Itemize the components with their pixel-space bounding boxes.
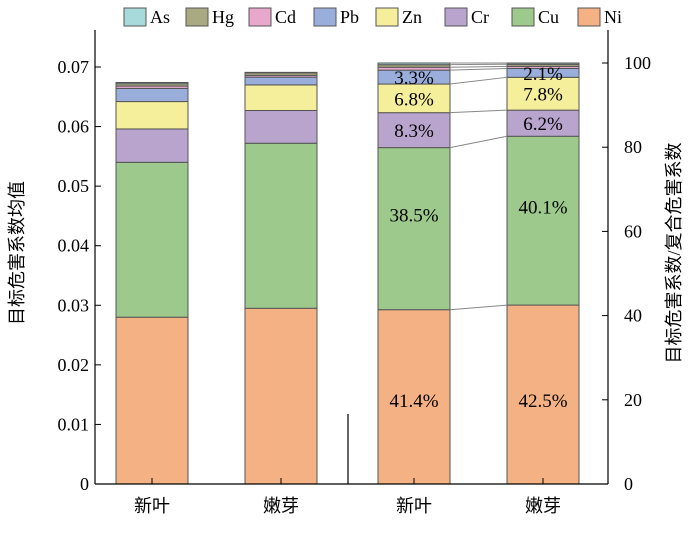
x-tick-label: 嫩芽 [525,496,561,516]
left-axis-label: 目标危害系数均值 [7,181,27,325]
bar-segment-cu [377,147,451,311]
bars-group [115,62,580,485]
percent-label: 38.5% [389,206,438,227]
percent-labels-group: 41.4% 38.5% 8.3% 6.8%3.3% 42.5% 40.1% 6.2% 7.8%… [389,64,567,412]
legend-label: Cu [538,7,559,27]
percent-label: 8.3% [394,121,434,142]
percent-label: 3.3% [394,68,434,89]
x-tick-label: 新叶 [134,496,170,516]
legend-swatch-hg [185,7,209,27]
bar-segment-ni [506,304,580,485]
bar-segment-pb [244,76,318,86]
x-tick-label: 嫩芽 [263,496,299,516]
bar-segment-ni [115,316,189,485]
right-tick-label: 0 [624,474,633,494]
right-tick-label: 20 [624,390,642,410]
connector-line [449,76,508,85]
legend-label: Zn [402,7,422,27]
bar-segment-zn [506,76,580,111]
left-tick-label: 0.07 [58,57,90,77]
connector-line [449,304,508,311]
bar-segment-as [506,62,580,65]
percent-label: 6.2% [523,114,563,135]
x-tick-label: 新叶 [396,496,432,516]
bar-segment-cu [115,161,189,318]
bar-segment-cu [244,142,318,309]
percent-label: 40.1% [518,198,567,219]
bar-segment-as [115,81,189,85]
left-tick-label: 0.01 [58,414,90,434]
bar-segment-cr [115,128,189,163]
left-tick-label: 0.06 [58,117,90,137]
connector-line [449,67,508,71]
connector-line [449,135,508,149]
legend-swatch-cd [248,7,272,27]
legend-label: Pb [340,7,359,27]
bar-segment-zn [377,83,451,114]
percent-label: 2.1% [523,64,563,85]
legend-label: Cd [275,7,296,27]
right-axis-label: 目标危害系数/复合危害系数 [664,143,684,364]
legend: As Hg Cd Pb Zn Cr Cu Ni [123,7,622,27]
right-tick-label: 100 [624,53,651,73]
bar-segment-as [377,62,451,66]
legend-label: Hg [212,7,234,27]
bar-segment-as [244,71,318,74]
left-tick-label: 0.05 [58,176,90,196]
legend-swatch-pb [313,7,337,27]
left-tick-label: 0.03 [58,295,90,315]
bar-segment-cr [244,109,318,144]
bar-segment-pb [115,87,189,103]
legend-swatch-zn [375,7,399,27]
legend-swatch-as [123,7,147,27]
bar-segment-zn [115,101,189,130]
percent-label: 42.5% [518,391,567,412]
left-tick-label: 0 [80,474,89,494]
right-tick-label: 60 [624,221,642,241]
percent-label: 7.8% [523,85,563,106]
right-tick-label: 40 [624,306,642,326]
axes-group: 0 0.01 0.02 0.03 0.04 0.05 0.06 0.07 0 20 40 60 80 10… [58,30,651,516]
bar-segment-cr [506,109,580,137]
connectors-group [449,62,508,311]
percent-label: 41.4% [389,391,438,412]
bar-segment-ni [244,307,318,485]
legend-label: As [150,7,170,27]
legend-swatch-cu [511,7,535,27]
bar-segment-zn [244,84,318,111]
percent-label: 6.8% [394,89,434,110]
right-tick-label: 80 [624,137,642,157]
bar-segment-ni [377,309,451,485]
left-tick-label: 0.02 [58,355,90,375]
connector-line [449,65,508,68]
connector-line [449,109,508,114]
bar-segment-cr [377,112,451,149]
bar-segment-cu [506,135,580,306]
left-tick-label: 0.04 [58,236,90,256]
legend-swatch-ni [577,7,601,27]
legend-label: Cr [471,7,489,27]
legend-swatch-cr [444,7,468,27]
legend-label: Ni [604,7,622,27]
